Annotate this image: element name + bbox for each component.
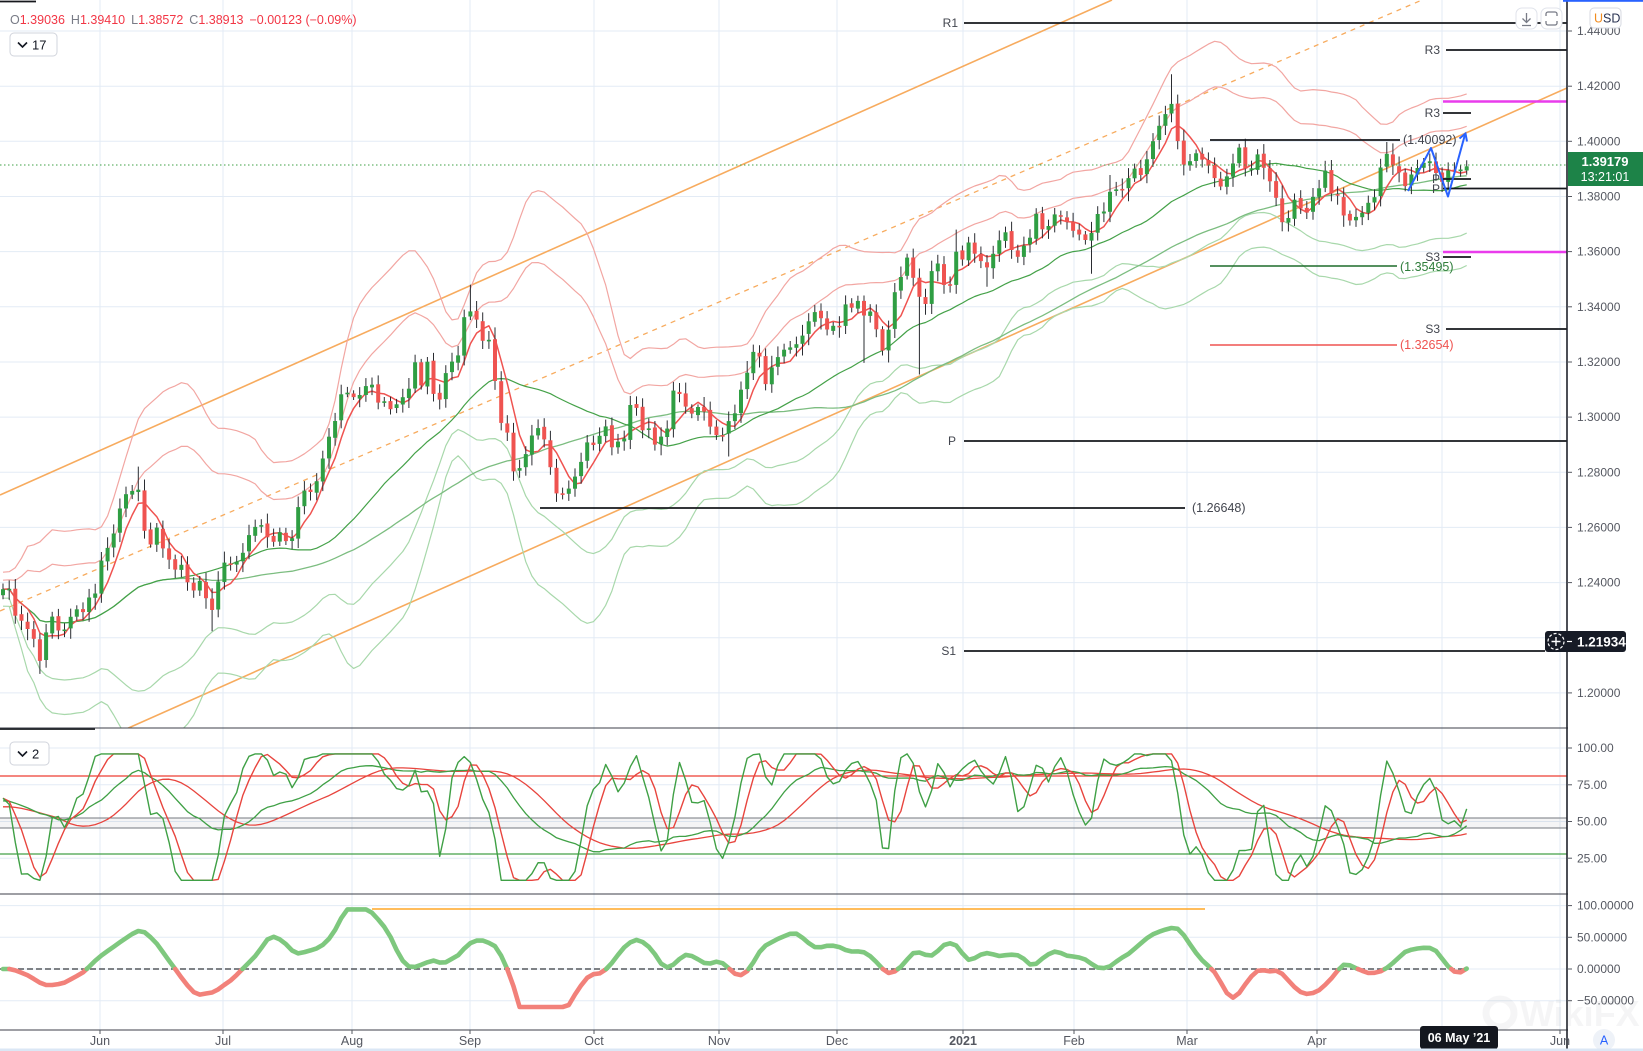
svg-text:1.42000: 1.42000: [1577, 79, 1621, 93]
svg-text:(1.32654): (1.32654): [1400, 338, 1454, 352]
svg-text:100.00: 100.00: [1577, 741, 1614, 755]
svg-text:06 May ’21: 06 May ’21: [1428, 1031, 1491, 1045]
svg-text:100.00000: 100.00000: [1577, 899, 1634, 913]
svg-text:1.30000: 1.30000: [1577, 410, 1621, 424]
svg-text:R1: R1: [943, 16, 959, 30]
svg-text:1.38000: 1.38000: [1577, 189, 1621, 203]
svg-text:S3: S3: [1425, 322, 1440, 336]
svg-text:75.00: 75.00: [1577, 778, 1607, 792]
svg-text:1.34000: 1.34000: [1577, 300, 1621, 314]
svg-text:P: P: [1432, 182, 1440, 196]
svg-text:S3: S3: [1425, 250, 1440, 264]
svg-text:Jul: Jul: [215, 1034, 231, 1048]
svg-text:2: 2: [32, 747, 39, 762]
svg-text:50.00000: 50.00000: [1577, 930, 1627, 944]
svg-text:Mar: Mar: [1176, 1034, 1198, 1048]
svg-text:1.40000: 1.40000: [1577, 134, 1621, 148]
svg-text:1.21934: 1.21934: [1577, 635, 1626, 650]
svg-text:1.32000: 1.32000: [1577, 355, 1621, 369]
svg-text:−50.00000: −50.00000: [1577, 994, 1634, 1008]
svg-text:1.24000: 1.24000: [1577, 576, 1621, 590]
svg-text:17: 17: [32, 38, 46, 53]
svg-text:Jun: Jun: [1550, 1034, 1570, 1048]
svg-text:Oct: Oct: [584, 1034, 604, 1048]
svg-text:1.28000: 1.28000: [1577, 465, 1621, 479]
svg-text:Nov: Nov: [708, 1034, 731, 1048]
svg-text:USD: USD: [1594, 12, 1620, 26]
svg-text:Feb: Feb: [1063, 1034, 1085, 1048]
svg-text:P: P: [1432, 172, 1440, 186]
svg-text:Sep: Sep: [459, 1034, 481, 1048]
svg-text:Jun: Jun: [90, 1034, 110, 1048]
svg-text:Aug: Aug: [341, 1034, 363, 1048]
svg-text:1.20000: 1.20000: [1577, 686, 1621, 700]
svg-text:Apr: Apr: [1307, 1034, 1326, 1048]
svg-text:Dec: Dec: [826, 1034, 848, 1048]
svg-text:A: A: [1600, 1034, 1609, 1048]
svg-text:25.00: 25.00: [1577, 851, 1607, 865]
svg-text:0.00000: 0.00000: [1577, 962, 1621, 976]
svg-text:R3: R3: [1425, 106, 1441, 120]
svg-text:WikiFX: WikiFX: [1520, 993, 1640, 1034]
svg-text:1.39179: 1.39179: [1582, 154, 1629, 169]
svg-text:2021: 2021: [949, 1034, 977, 1048]
svg-text:(1.40092): (1.40092): [1403, 133, 1457, 147]
svg-text:(1.35495): (1.35495): [1400, 260, 1454, 274]
svg-text:50.00: 50.00: [1577, 815, 1607, 829]
svg-text:R3: R3: [1425, 43, 1441, 57]
svg-text:13:21:01: 13:21:01: [1581, 170, 1630, 184]
svg-text:(1.26648): (1.26648): [1192, 501, 1246, 515]
svg-text:P: P: [948, 434, 956, 448]
svg-text:S1: S1: [941, 644, 956, 658]
svg-text:1.36000: 1.36000: [1577, 245, 1621, 259]
svg-text:1.26000: 1.26000: [1577, 520, 1621, 534]
